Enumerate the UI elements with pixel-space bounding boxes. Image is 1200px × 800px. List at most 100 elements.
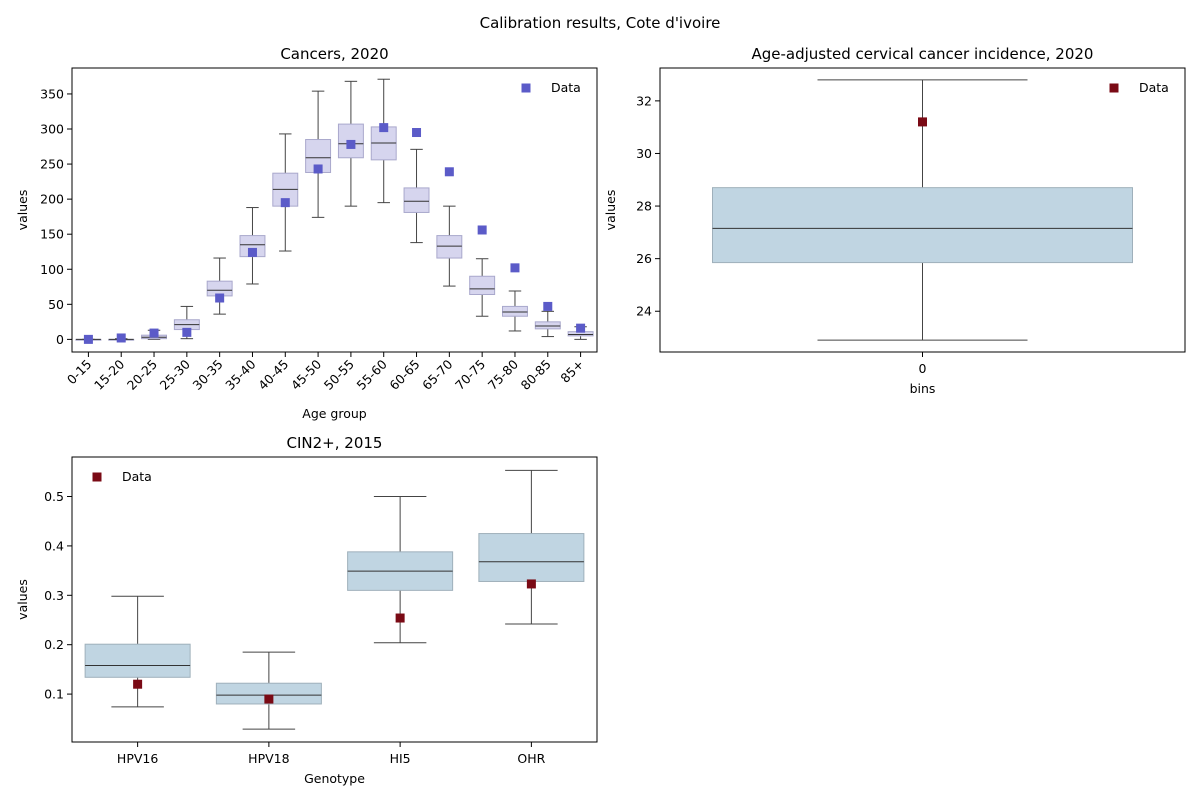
box-45-50: [305, 90, 332, 218]
chart-incidence: Age-adjusted cervical cancer incidence, …: [603, 45, 1186, 396]
x-tick-label: 40-45: [255, 357, 291, 393]
legend-marker: [521, 83, 531, 93]
data-point: [83, 334, 93, 344]
data-point: [133, 679, 143, 689]
x-tick-label: 70-75: [452, 357, 488, 393]
y-tick-label: 150: [40, 227, 64, 242]
y-tick-label: 0.4: [44, 538, 64, 553]
y-tick-label: 300: [40, 122, 64, 137]
x-tick-label: 0: [919, 361, 927, 376]
y-tick-label: 0: [56, 332, 64, 347]
y-tick-label: 24: [636, 304, 652, 319]
data-point: [395, 613, 405, 623]
x-tick-label: 20-25: [124, 357, 160, 393]
x-axis-label: bins: [910, 381, 936, 396]
legend-label: Data: [122, 469, 152, 484]
box-75-80: [502, 290, 528, 332]
x-tick-label: 55-60: [354, 356, 390, 392]
box-HPV16: [84, 595, 191, 708]
box-iqr: [215, 682, 322, 705]
data-point: [182, 327, 192, 337]
box-iqr: [502, 305, 528, 317]
legend-label: Data: [551, 80, 581, 95]
data-point: [444, 167, 454, 177]
y-tick-label: 50: [48, 297, 64, 312]
legend: Data: [521, 80, 581, 95]
y-tick-label: 100: [40, 262, 64, 277]
x-tick-label: HPV18: [248, 751, 289, 766]
data-point: [215, 293, 225, 303]
data-point: [477, 225, 487, 235]
x-tick-label: 85+: [557, 357, 586, 386]
legend: Data: [92, 469, 152, 484]
x-tick-label: 60-65: [386, 357, 422, 393]
box-iqr: [469, 275, 496, 295]
chart-title: CIN2+, 2015: [287, 434, 383, 452]
x-tick-label: 35-40: [222, 356, 258, 392]
y-tick-label: 250: [40, 157, 64, 172]
legend-label: Data: [1139, 80, 1169, 95]
box-65-70: [436, 205, 463, 287]
y-tick-label: 28: [636, 199, 652, 214]
data-point: [576, 323, 586, 333]
data-point: [149, 328, 159, 338]
chart-cancers: Cancers, 2020 0 50 100 150 200 250 300 350 values…: [15, 45, 598, 421]
data-point: [116, 333, 126, 343]
axes-frame: [71, 67, 598, 353]
y-tick-label: 30: [636, 146, 652, 161]
data-point: [379, 123, 389, 133]
data-point: [346, 139, 356, 149]
y-tick-label: 200: [40, 192, 64, 207]
chart-panels: Cancers, 2020050100150200250300350values…: [15, 45, 1186, 786]
y-tick-label: 0.1: [44, 687, 64, 702]
data-point: [918, 117, 927, 127]
box-iqr: [534, 321, 561, 330]
box-40-45: [272, 133, 299, 252]
box-HPV18: [215, 651, 322, 730]
y-tick-label: 0.2: [44, 637, 64, 652]
x-tick-label: 45-50: [288, 356, 324, 392]
chart-cin2: CIN2+, 2015 0.1 0.2 0.3 0.4 0.5 values HPV16 HPV…: [15, 434, 598, 786]
y-tick-label: 0.5: [44, 489, 64, 504]
data-point: [313, 164, 323, 174]
data-point: [526, 579, 536, 589]
x-tick-label: 0-15: [64, 357, 95, 388]
box-35-40: [239, 207, 266, 285]
chart-title: Cancers, 2020: [280, 45, 388, 63]
y-tick-label: 32: [636, 93, 652, 108]
axes-frame: [71, 456, 598, 743]
box-0: [712, 79, 1133, 341]
box-30-35: [206, 257, 233, 315]
x-axis-label: Genotype: [304, 771, 365, 786]
chart-title: Age-adjusted cervical cancer incidence, …: [752, 45, 1094, 63]
x-tick-label: 15-20: [91, 356, 127, 392]
y-tick-label: 26: [636, 251, 652, 266]
figure-suptitle: Calibration results, Cote d'ivoire: [480, 14, 721, 32]
y-axis-label: values: [15, 579, 30, 620]
box-HI5: [347, 496, 454, 644]
x-tick-label: 50-55: [321, 357, 357, 393]
box-55-60: [370, 78, 397, 204]
data-point: [264, 694, 274, 704]
y-tick-label: 0.3: [44, 588, 64, 603]
y-axis-label: values: [603, 190, 618, 231]
legend-marker: [1109, 83, 1119, 93]
x-tick-label: HPV16: [117, 751, 158, 766]
legend-marker: [92, 472, 102, 482]
x-tick-label: 30-35: [189, 357, 225, 393]
box-iqr: [403, 187, 430, 213]
box-OHR: [478, 469, 585, 625]
box-70-75: [469, 258, 496, 317]
y-axis-label: values: [15, 190, 30, 231]
x-tick-label: OHR: [517, 751, 545, 766]
legend: Data: [1109, 80, 1169, 95]
data-point: [280, 198, 290, 208]
box-iqr: [712, 187, 1133, 264]
x-tick-label: 75-80: [485, 356, 521, 392]
x-tick-label: 25-30: [157, 356, 193, 392]
x-tick-label: 65-70: [419, 356, 455, 392]
box-iqr: [84, 643, 191, 678]
box-iqr: [436, 235, 463, 259]
y-tick-label: 350: [40, 86, 64, 101]
box-80-85: [534, 310, 561, 338]
